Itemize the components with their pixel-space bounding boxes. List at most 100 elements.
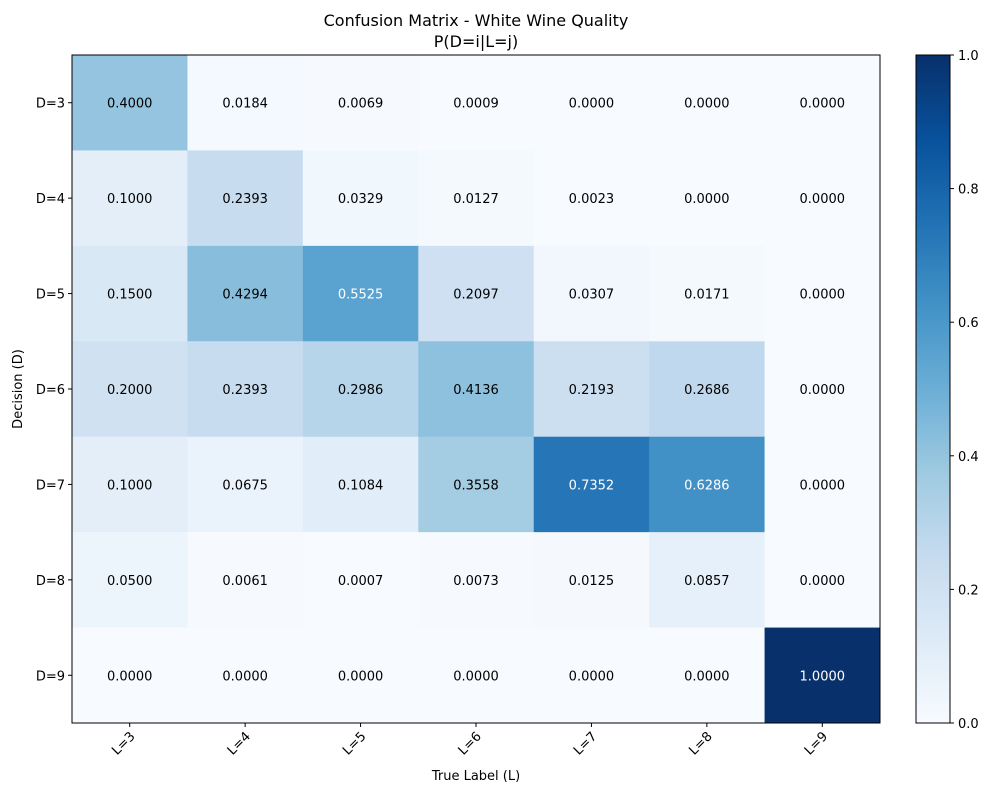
heatmap-cell — [187, 627, 304, 724]
cell-value-label: 0.0675 — [222, 478, 268, 493]
heatmap-cell — [418, 341, 535, 438]
heatmap-cell — [302, 55, 419, 151]
colorbar-tick-label: 0.0 — [958, 717, 979, 732]
cell-value-label: 0.0000 — [569, 669, 615, 684]
colorbar-ticks: 0.0 0.2 0.4 0.6 0.8 1.0 — [950, 49, 979, 732]
cell-value-label: 0.0000 — [800, 97, 846, 112]
x-tick-label: L=5 — [340, 729, 369, 758]
heatmap-cell — [302, 627, 419, 724]
heatmap-cell — [302, 436, 419, 533]
x-tick-label: L=7 — [571, 729, 600, 758]
heatmap-cell — [649, 245, 766, 342]
heatmap-cell — [187, 341, 304, 438]
cell-value-label: 0.0000 — [800, 192, 846, 207]
heatmap-cells — [72, 55, 881, 724]
cell-value-label: 0.2393 — [222, 383, 268, 398]
cell-value-label: 0.0007 — [338, 574, 384, 589]
heatmap-cell — [302, 532, 419, 629]
x-axis-ticks: L=3 L=4 L=5 L=6 L=7 L=8 L=9 — [109, 723, 831, 759]
heatmap-cell — [418, 55, 535, 151]
cell-value-label: 0.0000 — [800, 383, 846, 398]
cell-value-label: 0.1000 — [107, 192, 153, 207]
heatmap-cell — [418, 436, 535, 533]
cell-value-label: 0.0023 — [569, 192, 615, 207]
cell-value-label: 0.2193 — [569, 383, 615, 398]
heatmap-cell — [302, 150, 419, 247]
cell-value-label: 0.3558 — [453, 478, 499, 493]
y-tick-label: D=5 — [36, 288, 65, 303]
cell-value-label: 0.0000 — [684, 192, 730, 207]
cell-value-label: 0.0125 — [569, 574, 615, 589]
heatmap-cell — [187, 532, 304, 629]
cell-value-label: 0.0184 — [222, 97, 268, 112]
cell-value-label: 0.0000 — [800, 288, 846, 303]
cell-value-label: 0.2393 — [222, 192, 268, 207]
cell-value-label: 0.7352 — [569, 478, 615, 493]
colorbar-tick-label: 0.6 — [958, 316, 979, 331]
cell-value-label: 0.0000 — [453, 669, 499, 684]
heatmap-cell — [187, 55, 304, 151]
y-tick-label: D=9 — [36, 669, 65, 684]
cell-value-label: 0.0069 — [338, 97, 384, 112]
colorbar-tick-label: 0.2 — [958, 583, 979, 598]
cell-value-label: 0.0500 — [107, 574, 153, 589]
cell-value-label: 0.0127 — [453, 192, 499, 207]
heatmap-cell — [764, 55, 881, 151]
heatmap-cell — [764, 150, 881, 247]
cell-value-label: 0.0009 — [453, 97, 499, 112]
colorbar-frame — [915, 54, 951, 724]
cell-value-label: 0.1500 — [107, 288, 153, 303]
heatmap-cell — [533, 341, 650, 438]
colorbar-tick-label: 0.8 — [958, 183, 979, 198]
heatmap-cell — [302, 341, 419, 438]
y-tick-label: D=3 — [36, 97, 65, 112]
cell-value-label: 0.2097 — [453, 288, 499, 303]
heatmap-cell — [649, 627, 766, 724]
chart-subtitle: P(D=i|L=j) — [434, 32, 518, 51]
heatmap-cell — [72, 436, 188, 533]
cell-value-label: 0.4000 — [107, 97, 153, 112]
cell-value-label: 0.0329 — [338, 192, 384, 207]
heatmap-value-labels: 0.4000 0.0184 0.0069 0.0009 0.0000 0.0000 0.00… — [107, 97, 845, 685]
heatmap-cell — [533, 245, 650, 342]
cell-value-label: 0.0000 — [569, 97, 615, 112]
cell-value-label: 0.1000 — [107, 478, 153, 493]
heatmap-cell — [649, 532, 766, 629]
heatmap-cell — [764, 245, 881, 342]
cell-value-label: 0.0000 — [684, 669, 730, 684]
y-axis-ticks: D=3 D=4 D=5 D=6 D=7 D=8 D=9 — [36, 97, 72, 684]
cell-value-label: 0.0073 — [453, 574, 499, 589]
heatmap-cell — [764, 436, 881, 533]
cell-value-label: 0.1084 — [338, 478, 384, 493]
heatmap-cell — [72, 627, 188, 724]
cell-value-label: 0.0000 — [222, 669, 268, 684]
cell-value-label: 0.0000 — [338, 669, 384, 684]
heatmap-cell — [187, 436, 304, 533]
x-tick-label: L=6 — [456, 729, 485, 758]
cell-value-label: 0.0857 — [684, 574, 730, 589]
cell-value-label: 0.0000 — [800, 574, 846, 589]
heatmap-cell — [187, 150, 304, 247]
heatmap-cell — [418, 150, 535, 247]
colorbar: 0.0 0.2 0.4 0.6 0.8 1.0 — [915, 49, 979, 732]
cell-value-label: 0.0000 — [684, 97, 730, 112]
x-tick-label: L=8 — [686, 729, 715, 758]
heatmap-cell — [533, 436, 650, 533]
heatmap-cell — [72, 532, 188, 629]
heatmap-cell — [72, 55, 188, 151]
x-tick-label: L=4 — [225, 729, 254, 758]
cell-value-label: 0.0061 — [222, 574, 268, 589]
x-tick-label: L=3 — [109, 729, 138, 758]
x-tick-label: L=9 — [802, 729, 831, 758]
colorbar-tick-label: 1.0 — [958, 49, 979, 64]
y-tick-label: D=6 — [36, 383, 65, 398]
x-axis-label: True Label (L) — [431, 769, 520, 784]
heatmap-cell — [302, 245, 419, 342]
y-axis-label: Decision (D) — [11, 349, 26, 429]
colorbar-gradient — [916, 55, 950, 723]
heatmap-cell — [649, 341, 766, 438]
heatmap-cell — [649, 55, 766, 151]
heatmap-cell — [649, 150, 766, 247]
heatmap-cell — [764, 341, 881, 438]
